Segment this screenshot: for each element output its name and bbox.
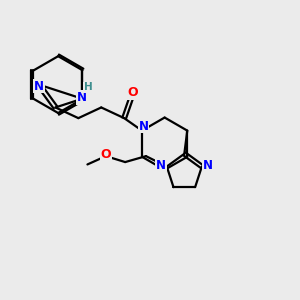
Text: N: N — [77, 91, 87, 104]
Text: N: N — [156, 159, 166, 172]
Text: N: N — [139, 120, 148, 133]
Text: O: O — [100, 148, 111, 161]
Text: N: N — [203, 159, 213, 172]
Text: N: N — [34, 80, 44, 93]
Text: H: H — [84, 82, 93, 92]
Text: O: O — [128, 86, 138, 99]
